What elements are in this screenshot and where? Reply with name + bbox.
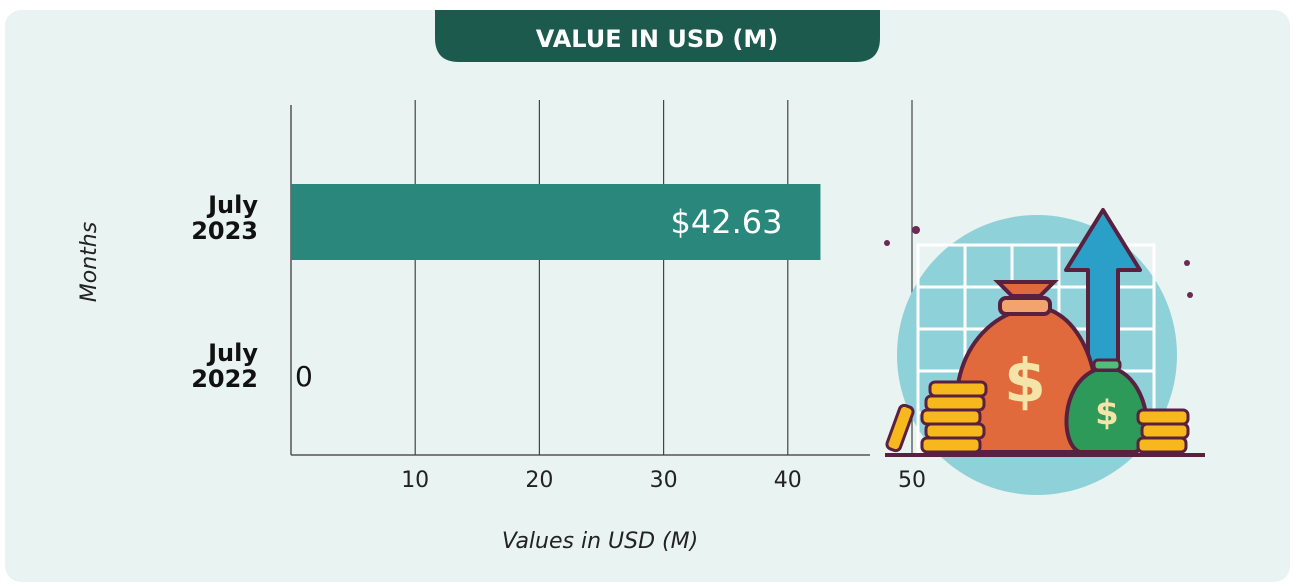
- y-axis-label: Months: [77, 222, 102, 302]
- y-tick-label: July 2023: [191, 191, 258, 245]
- x-tick-label: 40: [774, 468, 802, 493]
- svg-text:$: $: [1095, 394, 1119, 434]
- money-illustration: $ $: [884, 208, 1205, 495]
- x-tick-label: 30: [650, 468, 678, 493]
- value-label: 0: [295, 360, 313, 393]
- x-tick-label: 10: [401, 468, 429, 493]
- x-axis-label: Values in USD (M): [502, 529, 698, 554]
- svg-text:$: $: [1004, 347, 1046, 417]
- x-tick-label: 50: [898, 468, 926, 493]
- title-tab: [435, 10, 880, 62]
- value-label: $42.63: [670, 203, 782, 241]
- bar: [291, 184, 821, 260]
- chart-title: VALUE IN USD (M): [536, 25, 778, 53]
- y-tick-label: July 2022: [191, 339, 258, 393]
- x-tick-label: 20: [525, 468, 553, 493]
